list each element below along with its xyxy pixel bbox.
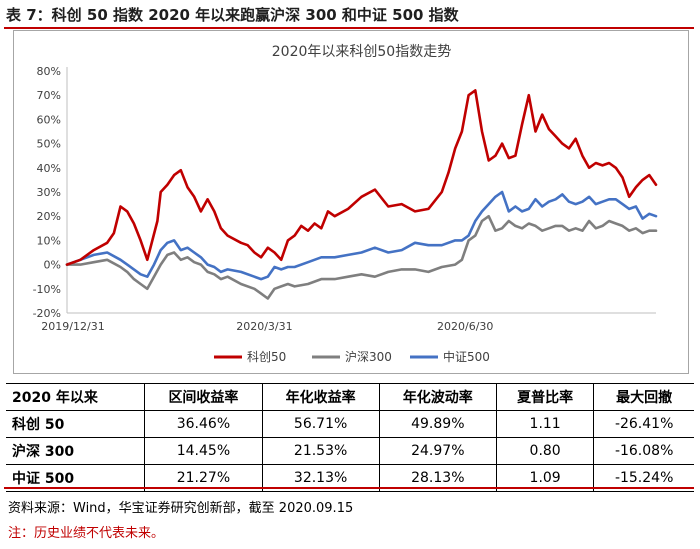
series-line: [65, 190, 658, 281]
x-tick-label: 2020/3/31: [236, 320, 292, 333]
table-cell: 24.97%: [378, 437, 497, 465]
y-tick-label: 10%: [37, 234, 61, 247]
chart-title: 2020年以来科创50指数走势: [272, 44, 451, 60]
y-tick-label: 40%: [37, 162, 61, 175]
y-tick-label: 80%: [37, 65, 61, 78]
y-tick-label: 30%: [37, 186, 61, 199]
header-cell: 2020 年以来: [6, 383, 145, 411]
header-cell: 夏普比率: [495, 383, 594, 411]
header-cell: 年化收益率: [261, 383, 380, 411]
table-row: 沪深 300 14.45% 21.53% 24.97% 0.80 -16.08%: [6, 437, 694, 465]
figure-title: 表 7：科创 50 指数 2020 年以来跑赢沪深 300 和中证 500 指数: [6, 6, 459, 24]
x-tick-label: 2020/6/30: [437, 320, 493, 333]
legend-label: 中证500: [443, 349, 490, 364]
table-cell: 36.46%: [144, 410, 263, 438]
disclaimer-note: 注：历史业绩不代表未来。: [8, 526, 165, 541]
y-tick-label: 50%: [37, 138, 61, 151]
x-tick-label: 2019/12/31: [41, 320, 104, 333]
table-cell: -16.08%: [593, 437, 694, 465]
source-note: 资料来源：Wind，华宝证券研究创新部，截至 2020.09.15: [8, 501, 354, 516]
legend-label: 沪深300: [345, 350, 392, 364]
header-cell: 区间收益率: [144, 383, 263, 411]
y-tick-label: 20%: [37, 210, 61, 223]
y-tick-label: 70%: [37, 89, 61, 102]
y-tick-label: 0%: [44, 259, 61, 272]
table-cell: 0.80: [495, 437, 594, 465]
title-rule: [4, 27, 694, 29]
series-line: [65, 89, 658, 266]
table-cell: 21.53%: [261, 437, 380, 465]
chart-frame: 2020年以来科创50指数走势 -20% -10% 0% 10% 20% 30% 40% 50%…: [13, 30, 689, 374]
stats-table: 2020 年以来 区间收益率 年化收益率 年化波动率 夏普比率 最大回撤 科创 …: [6, 383, 694, 492]
legend-label: 科创50: [247, 350, 286, 364]
table-cell: 14.45%: [144, 437, 263, 465]
table-cell: 1.11: [495, 410, 594, 438]
table-header-row: 2020 年以来 区间收益率 年化收益率 年化波动率 夏普比率 最大回撤: [6, 383, 694, 411]
table-row: 科创 50 36.46% 56.71% 49.89% 1.11 -26.41%: [6, 410, 694, 438]
series-line: [65, 214, 658, 300]
bottom-rule: [4, 487, 694, 489]
y-tick-label: 60%: [37, 113, 61, 126]
table-cell: 49.89%: [378, 410, 497, 438]
header-cell: 年化波动率: [378, 383, 497, 411]
table-cell: 56.71%: [261, 410, 380, 438]
y-tick-label: -20%: [33, 307, 61, 320]
row-name: 沪深 300: [6, 437, 145, 465]
row-name: 科创 50: [6, 410, 145, 438]
line-chart: 2020年以来科创50指数走势 -20% -10% 0% 10% 20% 30% 40% 50%…: [33, 44, 658, 364]
table-cell: -26.41%: [593, 410, 694, 438]
header-cell: 最大回撤: [593, 383, 694, 411]
y-tick-label: -10%: [33, 283, 61, 296]
